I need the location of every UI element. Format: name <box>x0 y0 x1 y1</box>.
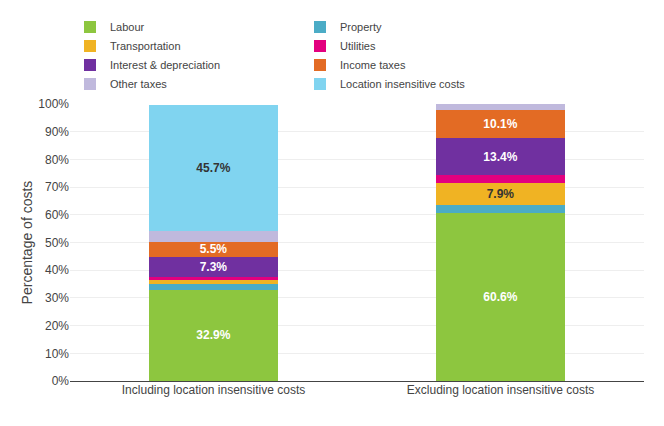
svg-text:80%: 80% <box>45 153 69 167</box>
svg-text:Transportation: Transportation <box>110 40 181 52</box>
svg-text:32.9%: 32.9% <box>196 328 230 342</box>
svg-text:Percentage of costs: Percentage of costs <box>19 181 35 305</box>
svg-text:Other taxes: Other taxes <box>110 78 167 90</box>
svg-text:45.7%: 45.7% <box>196 161 230 175</box>
svg-text:10%: 10% <box>45 347 69 361</box>
svg-text:5.5%: 5.5% <box>200 242 228 256</box>
svg-text:40%: 40% <box>45 263 69 277</box>
svg-text:13.4%: 13.4% <box>483 150 517 164</box>
svg-text:60.6%: 60.6% <box>483 290 517 304</box>
svg-text:70%: 70% <box>45 180 69 194</box>
svg-text:Location insensitive costs: Location insensitive costs <box>340 78 465 90</box>
svg-text:20%: 20% <box>45 319 69 333</box>
svg-text:0%: 0% <box>52 374 70 388</box>
svg-text:Including location insensitive: Including location insensitive costs <box>122 383 305 397</box>
svg-text:7.3%: 7.3% <box>200 260 228 274</box>
svg-text:Utilities: Utilities <box>340 40 376 52</box>
svg-text:30%: 30% <box>45 291 69 305</box>
svg-text:Property: Property <box>340 21 382 33</box>
svg-text:Labour: Labour <box>110 21 145 33</box>
svg-text:Interest & depreciation: Interest & depreciation <box>110 59 220 71</box>
svg-text:100%: 100% <box>38 97 69 111</box>
svg-text:90%: 90% <box>45 125 69 139</box>
svg-text:Income taxes: Income taxes <box>340 59 406 71</box>
svg-text:50%: 50% <box>45 236 69 250</box>
svg-text:10.1%: 10.1% <box>483 117 517 131</box>
svg-text:7.9%: 7.9% <box>487 187 515 201</box>
svg-text:Excluding location insensitive: Excluding location insensitive costs <box>407 383 594 397</box>
svg-text:60%: 60% <box>45 208 69 222</box>
